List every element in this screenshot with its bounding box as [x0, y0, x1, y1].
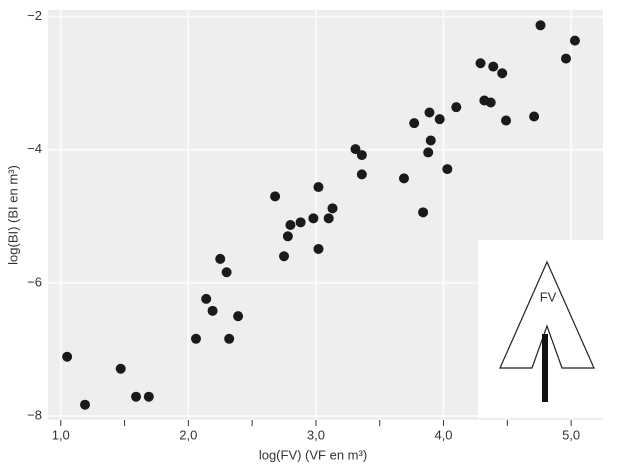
y-tick-label: −6: [27, 274, 42, 289]
point: [62, 351, 73, 362]
x-tick-label: 3,0: [307, 427, 325, 442]
point: [424, 107, 435, 118]
point: [327, 203, 338, 214]
x-axis-label: log(FV) (VF en m³): [259, 447, 367, 462]
point: [398, 173, 409, 184]
point: [191, 333, 201, 344]
point: [434, 114, 445, 125]
point: [313, 243, 324, 254]
point: [425, 135, 436, 146]
point: [501, 115, 512, 126]
point: [497, 68, 508, 79]
point: [215, 253, 226, 264]
point: [356, 169, 367, 180]
point: [143, 391, 154, 402]
point: [418, 207, 429, 218]
point: [115, 363, 126, 374]
point: [569, 35, 580, 46]
point: [207, 305, 218, 316]
inset-background: [478, 240, 603, 418]
point: [488, 61, 499, 72]
point: [475, 58, 486, 69]
point: [270, 191, 281, 202]
point: [423, 147, 434, 158]
point: [535, 20, 546, 31]
point: [323, 213, 334, 224]
point: [485, 97, 496, 108]
point: [451, 102, 462, 113]
point: [561, 53, 571, 64]
point: [80, 399, 90, 410]
point: [201, 293, 212, 304]
point: [308, 213, 319, 224]
point: [279, 251, 290, 262]
y-tick-label: −8: [27, 407, 42, 422]
point: [313, 182, 324, 193]
y-tick-label: −4: [27, 141, 42, 156]
inset-label: FV: [540, 289, 557, 304]
point: [356, 150, 367, 161]
y-tick-label: −2: [27, 8, 42, 23]
x-tick-label: 1,0: [52, 427, 70, 442]
point: [282, 231, 293, 242]
point: [442, 164, 453, 175]
point: [285, 219, 296, 230]
point: [233, 311, 244, 322]
point: [350, 144, 361, 155]
x-tick-label: 4,0: [434, 427, 452, 442]
x-tick-label: 2,0: [179, 427, 197, 442]
point: [221, 267, 232, 278]
point: [295, 217, 306, 228]
x-tick-label: 5,0: [562, 427, 580, 442]
point: [529, 111, 540, 122]
point: [409, 118, 420, 129]
y-axis-label: log(BI) (BI en m³): [5, 165, 20, 265]
inset-triangle: [499, 260, 595, 369]
point: [224, 333, 235, 344]
point: [131, 391, 142, 402]
inset: FV: [478, 240, 603, 418]
